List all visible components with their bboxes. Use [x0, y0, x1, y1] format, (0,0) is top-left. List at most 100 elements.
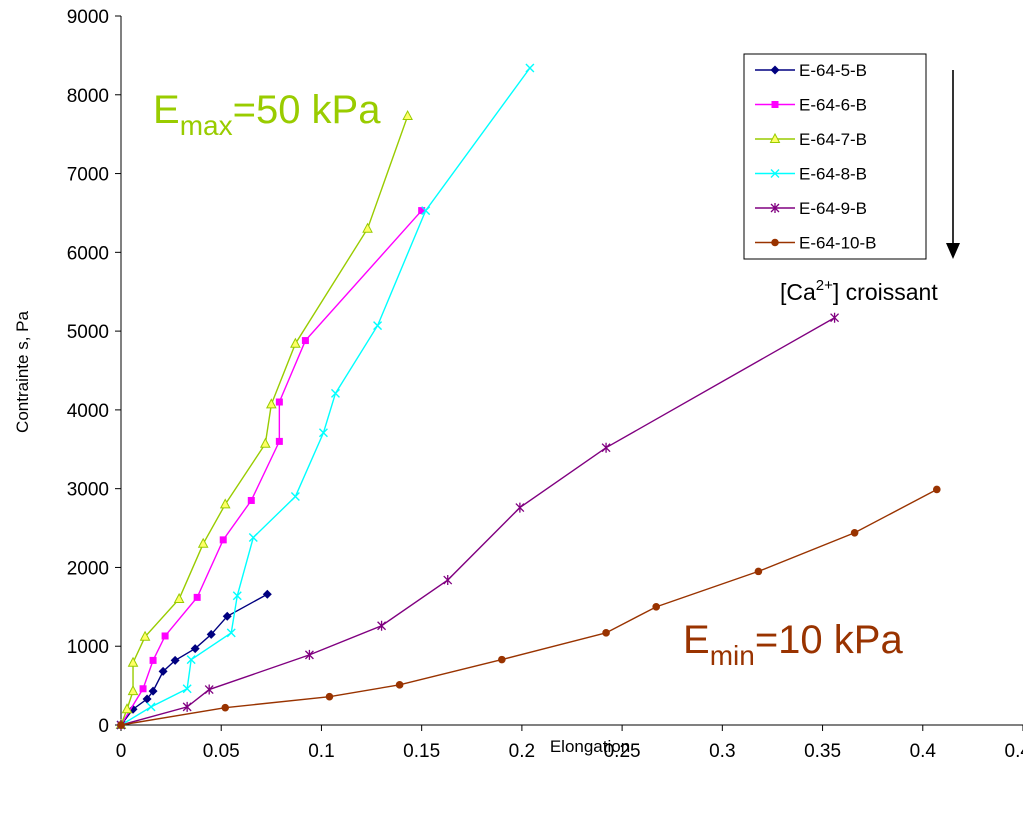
data-point — [395, 681, 404, 689]
data-point — [933, 485, 941, 494]
data-point — [117, 721, 125, 729]
calcium-label-open: [Ca — [780, 279, 816, 305]
series-E-64-7-B — [115, 109, 413, 729]
data-point — [161, 632, 169, 640]
data-point — [275, 398, 283, 406]
data-point — [193, 593, 201, 601]
legend-swatch-marker — [770, 169, 780, 178]
y-tick-label: 7000 — [67, 165, 109, 186]
series-line — [120, 593, 268, 726]
data-point — [149, 656, 157, 664]
x-tick-label: 0.45 — [1005, 741, 1023, 762]
legend-item: E-64-6-B — [755, 96, 867, 115]
legend-label: E-64-9-B — [799, 199, 867, 218]
data-point — [301, 337, 309, 345]
data-point — [219, 498, 231, 509]
legend-swatch-marker — [770, 65, 780, 75]
legend-label: E-64-7-B — [799, 130, 867, 149]
data-point — [830, 312, 840, 323]
calcium-label-sup: 2+ — [816, 277, 833, 294]
data-point — [206, 629, 216, 639]
x-axis-title: Elongation — [550, 737, 630, 756]
data-point — [418, 207, 426, 215]
data-point — [190, 644, 200, 654]
data-point — [377, 620, 387, 631]
data-point — [266, 398, 277, 409]
emin-value: =10 kPa — [755, 618, 904, 662]
legend-label: E-64-8-B — [799, 165, 867, 184]
legend-label: E-64-10-B — [799, 234, 876, 253]
legend-item: E-64-8-B — [755, 165, 867, 184]
y-tick-label: 0 — [98, 716, 109, 737]
emin-sub: min — [710, 640, 755, 671]
x-tick-label: 0.3 — [709, 741, 735, 762]
calcium-label-close: ] croissant — [833, 279, 938, 305]
y-tick-label: 9000 — [67, 7, 109, 28]
data-point — [525, 63, 535, 73]
arrow-head — [946, 243, 960, 259]
y-tick-label: 6000 — [67, 243, 109, 264]
emax-sub: max — [180, 110, 233, 141]
data-point — [121, 703, 133, 714]
x-tick-label: 0.15 — [403, 741, 440, 762]
data-point — [170, 655, 180, 665]
data-point — [498, 655, 506, 664]
x-axis-ticks: 0 0.05 0.1 0.15 0.2 0.25 0.3 0.35 0.4 0.45 — [116, 725, 1023, 762]
legend: E-64-5-B E-64-6-B E-64-7-B E-64-8-B E-64-9-B… — [743, 53, 927, 260]
legend-item: E-64-10-B — [755, 234, 876, 253]
data-point — [182, 684, 192, 694]
data-point — [652, 603, 660, 611]
legend-item: E-64-5-B — [755, 61, 867, 80]
data-point — [601, 442, 611, 453]
data-point — [290, 337, 301, 348]
series-E-64-8-B — [116, 63, 535, 730]
legend-frame — [743, 53, 927, 260]
data-point — [173, 592, 185, 603]
data-point — [373, 321, 383, 331]
data-point — [443, 575, 453, 586]
series-E-64-9-B — [116, 312, 840, 730]
data-point — [325, 692, 334, 701]
legend-swatch-marker — [769, 132, 781, 143]
data-point — [186, 655, 196, 665]
data-point — [402, 109, 413, 121]
x-tick-label: 0.2 — [509, 741, 535, 762]
calcium-arrow — [946, 70, 960, 259]
data-point — [222, 611, 232, 621]
data-point — [290, 492, 300, 502]
data-point — [275, 437, 283, 445]
data-point — [148, 686, 158, 696]
data-point — [139, 685, 147, 693]
emax-main: E — [153, 88, 180, 132]
legend-label: E-64-6-B — [799, 96, 867, 115]
y-tick-label: 5000 — [67, 322, 109, 343]
data-point — [304, 649, 314, 660]
data-point — [362, 222, 373, 233]
data-point — [146, 702, 156, 712]
legend-items: E-64-5-B E-64-6-B E-64-7-B E-64-8-B E-64-9-B… — [755, 61, 876, 253]
emin-main: E — [683, 618, 710, 662]
data-point — [158, 666, 168, 676]
emin-annotation: Emin=10 kPa — [683, 618, 903, 671]
data-point — [247, 496, 255, 504]
data-point — [850, 528, 859, 537]
legend-label: E-64-5-B — [799, 61, 867, 80]
calcium-label: [Ca2+] croissant — [780, 277, 938, 305]
data-point — [142, 694, 152, 704]
data-point — [515, 502, 525, 513]
series-line — [120, 67, 531, 726]
series-E-64-5-B — [116, 589, 272, 730]
x-tick-label: 0.4 — [910, 741, 937, 762]
emax-annotation: Emax=50 kPa — [153, 88, 381, 141]
emax-value: =50 kPa — [233, 88, 382, 132]
data-point — [330, 388, 340, 398]
x-tick-label: 0.05 — [203, 741, 240, 762]
plot-series — [115, 63, 941, 730]
data-point — [139, 630, 151, 641]
data-point — [754, 567, 763, 576]
data-point — [127, 656, 139, 667]
x-tick-label: 0.25 — [604, 741, 641, 762]
data-point — [248, 533, 258, 543]
